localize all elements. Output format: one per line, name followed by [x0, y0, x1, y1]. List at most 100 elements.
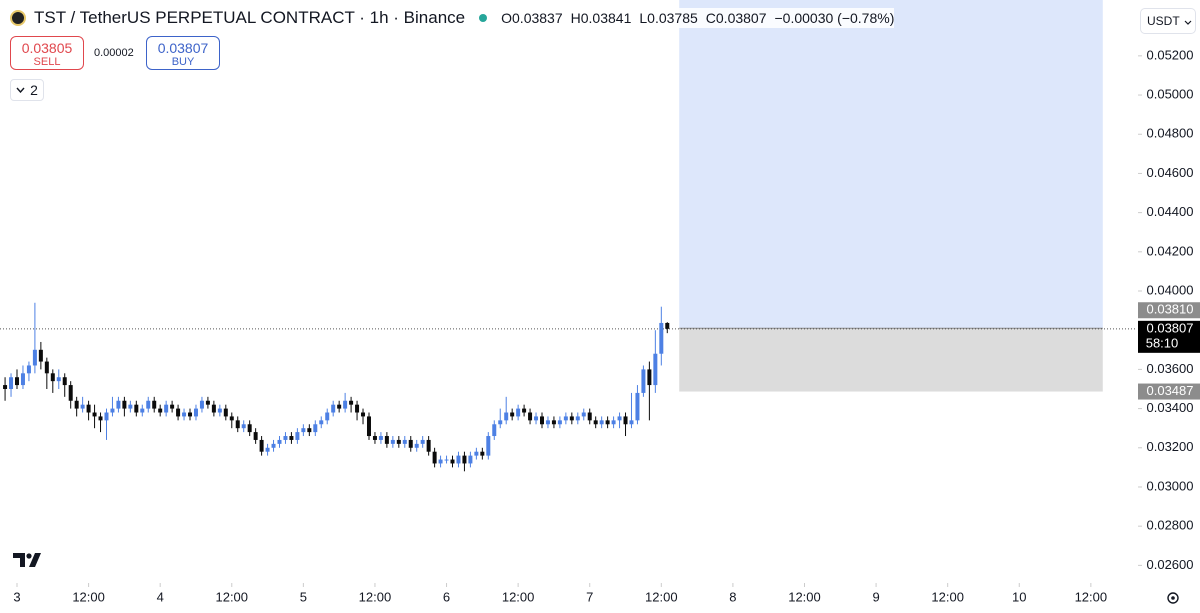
y-tick-label: 0.04600 [1147, 165, 1194, 180]
candle-body [271, 443, 276, 448]
candle-body [3, 385, 8, 389]
candle-body [551, 420, 556, 425]
currency-select[interactable]: USDT [1140, 8, 1196, 34]
ohlc-high: H0.03841 [571, 10, 632, 26]
chevron-icon [1184, 20, 1192, 25]
ohlc-value: 0.03785 [647, 10, 698, 26]
x-tick-label: 8 [729, 589, 736, 604]
candle-body [301, 428, 306, 433]
candle-body [104, 412, 109, 421]
y-tick-label: 0.04400 [1147, 204, 1194, 219]
candle-body [188, 412, 193, 417]
candle-body [176, 408, 181, 417]
indicator-count: 2 [30, 82, 38, 98]
candle-body [86, 404, 91, 413]
candle-body [420, 439, 425, 444]
y-tick-label: 0.05200 [1147, 47, 1194, 62]
candle-body [534, 416, 539, 421]
candle-body [611, 420, 616, 425]
x-tick-label: 9 [872, 589, 879, 604]
candle-body [450, 459, 455, 464]
buy-label: BUY [171, 56, 195, 68]
x-tick-label: 12:00 [215, 589, 248, 604]
candle-body [444, 459, 449, 461]
y-tick-label: 0.03200 [1147, 439, 1194, 454]
candle-body [241, 424, 246, 429]
candle-body [128, 404, 133, 409]
candle-body [116, 400, 121, 409]
candle-body [510, 412, 515, 417]
candle-body [599, 420, 604, 425]
buy-price: 0.03807 [157, 40, 209, 56]
countdown: 58:10 [1146, 335, 1179, 350]
buy-button[interactable]: 0.03807 BUY [146, 36, 220, 70]
ohlc-value: 0.03837 [512, 10, 563, 26]
candle-body [193, 408, 198, 417]
ohlc-value: 0.03807 [715, 10, 767, 26]
ohlc-key: H [570, 10, 581, 26]
symbol-title[interactable]: TST / TetherUS PERPETUAL CONTRACT · 1h ·… [34, 8, 466, 27]
legend-bar: TST / TetherUS PERPETUAL CONTRACT · 1h ·… [10, 8, 895, 28]
candle-body [575, 416, 580, 421]
candle-body [587, 412, 592, 421]
y-tick-label: 0.04800 [1147, 126, 1194, 141]
candle-body [50, 373, 55, 382]
candle-body [605, 420, 610, 425]
x-tick-label: 12:00 [931, 589, 964, 604]
chevron-icon [16, 87, 25, 93]
candle-body [498, 420, 503, 425]
candle-body [432, 451, 437, 464]
ohlc-close: C0.03807 [706, 10, 767, 26]
candle-body [396, 439, 401, 444]
ohlc-key: O [501, 10, 513, 26]
candle-body [372, 436, 377, 440]
candle-body [26, 365, 31, 374]
indicators-toggle[interactable]: 2 [10, 79, 44, 101]
candle-body [325, 412, 330, 421]
candle-body [313, 424, 318, 433]
entry-tag-bg [1138, 302, 1200, 319]
candle-body [307, 428, 312, 433]
candle-body [641, 369, 646, 393]
candle-body [289, 436, 294, 440]
entry-tag: 0.03810 [1147, 302, 1194, 317]
candle-body [355, 404, 360, 413]
sell-label: SELL [33, 56, 61, 68]
candle-body [122, 400, 127, 409]
candle-body [20, 373, 25, 386]
y-tick-label: 0.05000 [1147, 86, 1194, 101]
candle-body [110, 408, 115, 413]
ohlc-low: L0.03785 [639, 10, 697, 26]
candle-body [182, 412, 187, 417]
candle-body [623, 416, 628, 425]
candle-body [343, 400, 348, 409]
candle-body [384, 436, 389, 444]
candle-body [283, 436, 288, 440]
candle-body [408, 439, 413, 448]
candle-body [462, 455, 467, 464]
candle-body [539, 416, 544, 425]
x-tick-label: 7 [586, 589, 593, 604]
candle-body [319, 420, 324, 425]
candle-body [146, 400, 151, 409]
candle-body [468, 455, 473, 464]
candle-body [140, 408, 145, 413]
candle-body [581, 412, 586, 417]
candle-body [92, 412, 97, 417]
candle-body [15, 377, 20, 386]
candle-body [253, 432, 258, 440]
candle-body [647, 369, 652, 386]
tv-logo [13, 553, 41, 567]
spread: 0.00002 [94, 47, 134, 59]
candle-body [38, 349, 43, 362]
candle-body [158, 408, 163, 413]
x-tick-label: 12:00 [72, 589, 105, 604]
candle-body [152, 400, 157, 409]
x-tick-label: 4 [157, 589, 164, 604]
candle-body [164, 404, 169, 413]
candle-body [98, 416, 103, 421]
sell-button[interactable]: 0.03805 SELL [10, 36, 84, 70]
settings-icon-core [1171, 596, 1175, 600]
ohlc-key: C [705, 10, 716, 26]
